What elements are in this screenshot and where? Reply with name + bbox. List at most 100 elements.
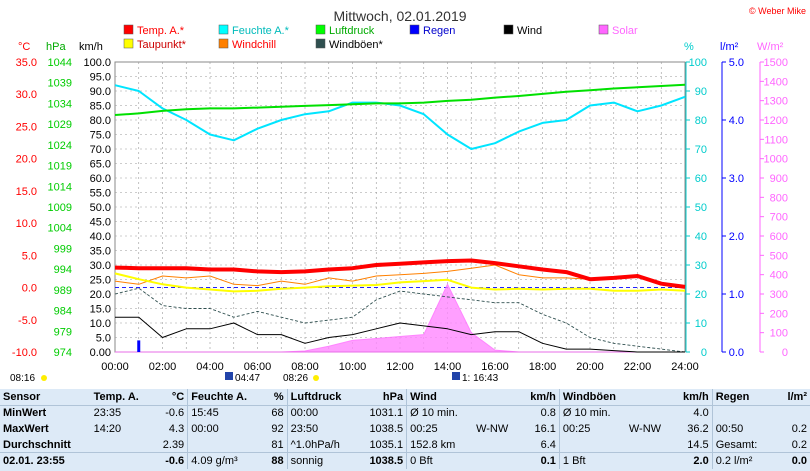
tick-humidity: 30: [695, 260, 707, 272]
header-pressure-unit: hPa: [357, 389, 407, 406]
tick-temp: -10.0: [12, 347, 37, 359]
table-cell: 23:50: [286, 421, 358, 437]
legend-swatch: [409, 24, 420, 35]
legend-swatch: [598, 24, 609, 35]
tick-temp: 30.0: [16, 89, 37, 101]
tick-pressure: 1009: [48, 202, 72, 214]
chart-title: Mittwoch, 02.01.2019: [333, 8, 466, 24]
sunrise-label: 08:16: [10, 373, 35, 384]
tick-humidity: 90: [695, 86, 707, 98]
header-wind-unit: km/h: [519, 389, 560, 406]
tick-time: 24:00: [671, 361, 699, 373]
tick-solar: 1100: [764, 134, 788, 146]
tick-solar: 1400: [764, 76, 788, 88]
table-cell: W-NW: [476, 422, 509, 435]
table-cell: [473, 437, 520, 453]
legend-label: Regen: [423, 25, 455, 37]
unit-rain: l/m²: [720, 41, 739, 53]
tick-pressure: 994: [54, 264, 72, 276]
tick-humidity: 100: [689, 57, 707, 69]
legend-swatch: [123, 24, 134, 35]
table-cell: 88: [264, 452, 288, 469]
tick-humidity: 50: [695, 202, 707, 214]
tick-pressure: 1024: [48, 140, 72, 152]
table-cell: 0.2: [791, 438, 807, 451]
header-humidity-unit: %: [264, 389, 288, 406]
tick-time: 18:00: [529, 361, 557, 373]
table-cell: 00:00: [286, 405, 358, 422]
table-cell: 0.2 l/m²: [711, 452, 772, 469]
series-rain-bar: [137, 340, 141, 352]
legend-label: Wind: [517, 25, 542, 37]
tick-time: 04:00: [196, 361, 224, 373]
legend-swatch: [218, 38, 229, 49]
table-cell: [473, 452, 520, 469]
row-label: MaxWert: [3, 422, 49, 435]
tick-humidity: 0: [701, 347, 707, 359]
sun-moon-row: 08:16 04:47 08:26 1: 16:43: [10, 372, 499, 384]
tick-pressure: 1014: [48, 181, 72, 193]
table-cell: -0.6: [153, 452, 188, 469]
table-cell: 6.4: [540, 438, 556, 451]
tick-temp: -5.0: [18, 315, 37, 327]
table-cell: 23:35: [93, 407, 122, 420]
table-cell: [711, 405, 772, 422]
legend-swatch: [218, 24, 229, 35]
table-cell: 1 Bft: [558, 452, 626, 469]
legend-swatch: [503, 24, 514, 35]
table-cell: 68: [271, 407, 284, 420]
tick-temp: 35.0: [16, 57, 37, 69]
weather-chart: Mittwoch, 02.01.2019 © Weber Mike Temp. …: [10, 6, 806, 384]
tick-wind: 85.0: [90, 101, 111, 113]
tick-pressure: 989: [54, 285, 72, 297]
table-cell: ^1.0hPa/h: [286, 436, 358, 453]
table-cell: 81: [271, 438, 284, 451]
tick-solar: 0: [782, 347, 788, 359]
header-temp-unit: °C: [153, 389, 188, 406]
axes: 35.0 30.0 25.0 20.0 15.0 10.0 5.0 0.0 -5.0 -10.0 1…: [12, 57, 788, 373]
table-cell: Ø 10 min.: [558, 405, 626, 422]
table-cell: Ø 10 min.: [406, 405, 474, 422]
table-cell: [771, 437, 778, 453]
table-cell: -0.6: [165, 407, 185, 420]
legend-label: Solar: [612, 25, 638, 37]
legend-label: Feuchte A.*: [232, 25, 290, 37]
unit-pressure: hPa: [46, 41, 66, 53]
header-rain-unit: l/m²: [778, 389, 810, 406]
table-cell: [558, 436, 626, 453]
series-dewpoint: [114, 272, 686, 293]
table-cell: 00:00: [187, 421, 265, 437]
header-gust-unit: km/h: [672, 389, 713, 406]
tick-pressure: 1029: [48, 119, 72, 131]
tick-pressure: 1044: [48, 57, 72, 69]
header-wind: Wind: [406, 389, 520, 406]
tick-humidity: 70: [695, 144, 707, 156]
tick-time: 14:00: [434, 361, 462, 373]
table-cell: 1038.5: [357, 452, 407, 469]
table-cell: 1035.1: [369, 438, 404, 451]
tick-wind: 45.0: [90, 217, 111, 229]
table-cell: 0 Bft: [406, 452, 474, 469]
plot-area: [114, 83, 686, 353]
tick-wind: 95.0: [90, 72, 111, 84]
tick-solar: 800: [770, 192, 788, 204]
tick-solar: 1300: [764, 96, 788, 108]
table-cell: 00:50: [711, 421, 772, 437]
legend-swatch: [315, 38, 326, 49]
table-cell: [626, 437, 673, 453]
tick-pressure: 974: [54, 347, 72, 359]
tick-wind: 55.0: [90, 188, 111, 200]
tick-wind: 65.0: [90, 159, 111, 171]
tick-rain: 4.0: [729, 115, 744, 127]
tick-time: 10:00: [339, 361, 367, 373]
tick-time: 20:00: [576, 361, 604, 373]
tick-pressure: 1019: [48, 161, 72, 173]
tick-time: 16:00: [481, 361, 509, 373]
tick-temp: 0.0: [22, 283, 37, 295]
series-humidity: [114, 84, 686, 150]
tick-wind: 60.0: [90, 173, 111, 185]
table-cell: [771, 405, 778, 421]
tick-humidity: 60: [695, 173, 707, 185]
table-cell: [91, 437, 154, 453]
table-cell: 92: [271, 422, 284, 435]
